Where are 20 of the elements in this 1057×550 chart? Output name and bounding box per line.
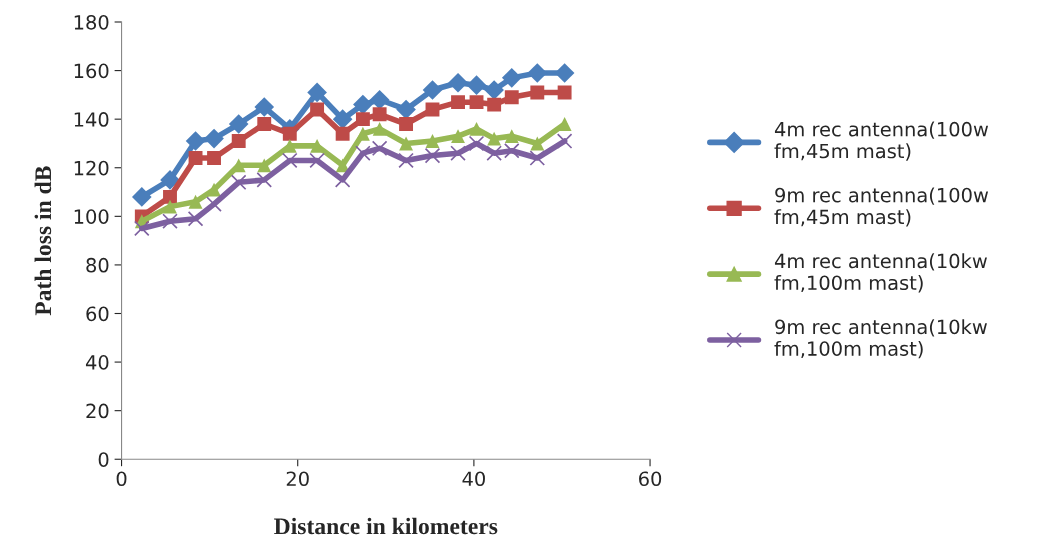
legend-label: 4m rec antenna(100w fm,45m mast) — [774, 121, 989, 161]
y-tick-label: 80 — [86, 257, 109, 273]
y-tick-label: 20 — [86, 403, 109, 419]
y-tick-label: 0 — [98, 452, 109, 467]
y-tick-label: 180 — [74, 14, 109, 30]
y-tick-label: 100 — [74, 209, 109, 224]
y-axis-title: Path loss in dB — [34, 166, 52, 316]
x-tick-label: 60 — [639, 471, 662, 487]
legend-label: 4m rec antenna(10kw fm,100m mast) — [774, 253, 987, 293]
y-tick-label: 120 — [74, 160, 109, 176]
legend-label: 9m rec antenna(10kw fm,100m mast) — [774, 319, 987, 359]
x-axis-title: Distance in kilometers — [274, 517, 498, 535]
y-tick-label: 160 — [74, 63, 109, 79]
legend-label: 9m rec antenna(100w fm,45m mast) — [774, 187, 989, 227]
x-tick-label: 20 — [286, 471, 309, 487]
y-tick-label: 140 — [74, 112, 109, 127]
y-tick-label: 40 — [85, 355, 109, 370]
x-tick-label: 0 — [116, 471, 127, 487]
x-tick-label: 40 — [462, 471, 485, 487]
y-tick-label: 60 — [86, 306, 109, 322]
